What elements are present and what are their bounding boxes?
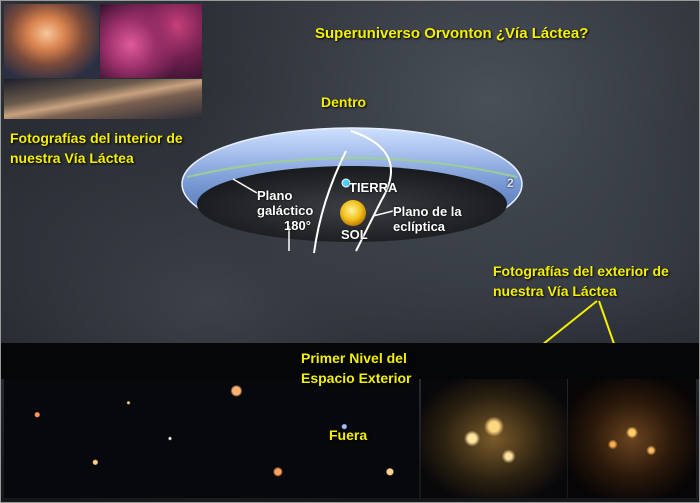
ecliptica-pointer: [372, 210, 394, 217]
fuera-label: Fuera: [329, 427, 368, 443]
nebula-photo-2: [100, 4, 202, 78]
galaxy-cluster-photo-1: [421, 379, 567, 498]
plano-ecliptica-label: Plano de la eclíptica: [393, 204, 462, 234]
exterior-photos-label: Fotografías del exterior de nuestra Vía …: [493, 263, 669, 299]
plano-galactico-pointer: [232, 178, 258, 194]
degree-label: 180°: [284, 218, 311, 233]
black-band: [1, 343, 699, 379]
sun: [340, 200, 366, 226]
primer-nivel-label: Primer Nivel del Espacio Exterior: [301, 350, 412, 386]
edge-number-label: 2: [507, 176, 514, 190]
slide-title: Superuniverso Orvonton ¿Vía Láctea?: [315, 25, 589, 42]
earth-marker: [341, 178, 351, 188]
sol-label: SOL: [341, 227, 368, 242]
ecliptic-orbit-line: [350, 130, 392, 252]
nebula-photo-1: [4, 4, 99, 78]
interior-photos-label: Fotografías del interior de nuestra Vía …: [10, 130, 183, 166]
galactic-plane-line: [186, 157, 518, 178]
tierra-label: TIERRA: [349, 180, 398, 195]
galaxy-cluster-photo-2: [568, 379, 696, 498]
deep-field-photo: [4, 379, 419, 498]
dentro-label: Dentro: [321, 94, 367, 110]
milky-way-photo: [4, 79, 202, 119]
ecliptic-orbit-line-2: [313, 150, 347, 254]
plano-galactico-label: Plano galáctico: [257, 188, 314, 218]
